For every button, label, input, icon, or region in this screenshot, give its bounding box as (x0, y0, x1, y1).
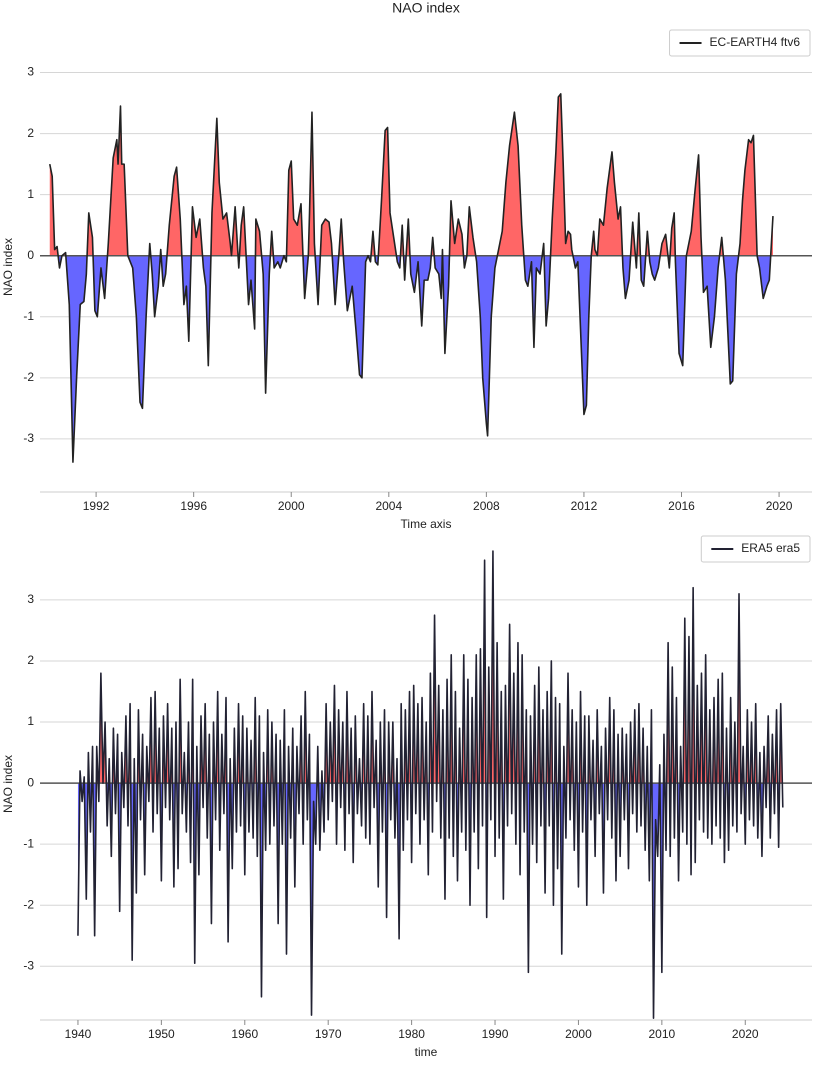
x-tick-label: 1980 (398, 1027, 425, 1041)
x-tick-label: 2020 (732, 1027, 759, 1041)
x-tick-label: 1992 (83, 499, 110, 513)
legend-box (669, 29, 811, 57)
y-tick-label: -1 (23, 836, 34, 850)
y-tick-label: 1 (27, 714, 34, 728)
y-tick-label: 0 (27, 248, 34, 262)
x-tick-label: 2020 (766, 499, 793, 513)
x-tick-label: 1970 (315, 1027, 342, 1041)
chart-title: NAO index (392, 0, 460, 16)
x-tick-label: 1940 (65, 1027, 92, 1041)
y-tick-label: -1 (23, 309, 34, 323)
y-tick-label: 0 (27, 775, 34, 789)
legend-label: ERA5 era5 (741, 541, 800, 555)
y-tick-label: 2 (27, 653, 34, 667)
y-tick-label: -3 (23, 958, 34, 972)
y-tick-label: -2 (23, 897, 34, 911)
y-tick-label: 3 (27, 592, 34, 606)
y-tick-label: 3 (27, 65, 34, 79)
series-line (77, 550, 784, 1019)
y-tick-label: -3 (23, 431, 34, 445)
x-tick-label: 2010 (649, 1027, 676, 1041)
x-tick-label: 2012 (571, 499, 598, 513)
y-tick-label: 1 (27, 187, 34, 201)
x-tick-label: 2000 (565, 1027, 592, 1041)
y-tick-label: 2 (27, 126, 34, 140)
x-axis-label: Time axis (401, 517, 452, 531)
x-axis-label: time (415, 1045, 438, 1059)
x-tick-label: 1950 (148, 1027, 175, 1041)
x-tick-label: 1960 (231, 1027, 258, 1041)
legend: ERA5 era5 (700, 535, 811, 563)
x-tick-label: 2008 (473, 499, 500, 513)
x-tick-label: 2004 (375, 499, 402, 513)
x-tick-label: 2000 (278, 499, 305, 513)
x-tick-label: 2016 (668, 499, 695, 513)
legend-box (700, 535, 811, 563)
series-line (48, 93, 774, 463)
legend-label: EC-EARTH4 ftv6 (710, 35, 801, 49)
y-tick-label: -2 (23, 370, 34, 384)
legend: EC-EARTH4 ftv6 (669, 29, 811, 57)
x-tick-label: 1990 (482, 1027, 509, 1041)
x-tick-label: 1996 (180, 499, 207, 513)
y-axis-label: NAO index (1, 238, 15, 296)
y-axis-label: NAO index (1, 755, 15, 813)
